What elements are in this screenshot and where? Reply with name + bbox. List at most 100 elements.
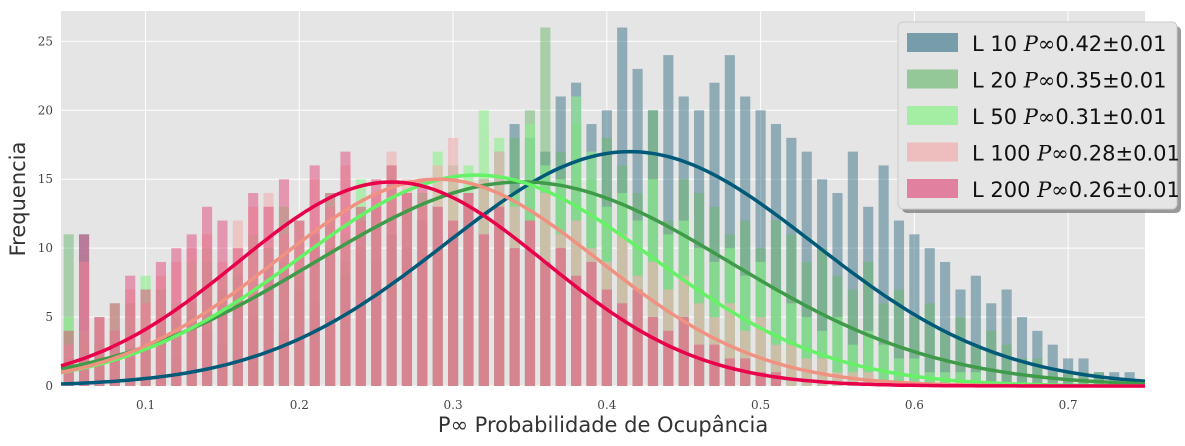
histogram-bar xyxy=(1001,344,1012,386)
y-tick-label: 15 xyxy=(38,172,53,186)
y-tick-label: 0 xyxy=(45,379,53,393)
legend-label: L 20 P∞0.35±0.01 xyxy=(972,69,1167,93)
histogram-bar xyxy=(78,234,90,386)
histogram-bar xyxy=(401,192,413,386)
x-tick-label: 0.2 xyxy=(290,398,309,412)
histogram-bar xyxy=(955,372,966,386)
histogram-bar xyxy=(770,372,782,386)
histogram-bar xyxy=(1093,372,1104,386)
histogram-bar xyxy=(140,289,151,386)
histogram-bar xyxy=(893,289,905,386)
legend-label: L 200 P∞0.26±0.01 xyxy=(972,178,1180,202)
histogram-bar xyxy=(724,358,735,386)
legend-swatch xyxy=(907,106,958,125)
histogram-bar xyxy=(709,344,720,386)
legend-entry: L 20 P∞0.35±0.01 xyxy=(907,69,1167,93)
histogram-bar xyxy=(832,317,843,386)
histogram-bar xyxy=(325,192,336,386)
histogram-bar xyxy=(371,179,382,386)
histogram-bar xyxy=(340,151,351,386)
histogram-bar xyxy=(940,261,951,386)
y-tick-label: 10 xyxy=(38,241,53,255)
legend-series-name: L 10 xyxy=(972,32,1024,56)
histogram-bar xyxy=(817,248,828,386)
fit-curve xyxy=(60,180,1145,388)
histogram-bar xyxy=(432,206,443,386)
histogram-bar xyxy=(1001,289,1012,386)
legend-value: 0.35±0.01 xyxy=(1055,69,1166,93)
histogram-bar xyxy=(632,289,643,386)
histogram-bar xyxy=(571,275,582,386)
histogram-bar xyxy=(63,234,74,386)
histogram-bar xyxy=(755,317,766,386)
x-tick-label: 0.5 xyxy=(751,398,770,412)
histogram-bar xyxy=(832,372,843,386)
histogram-bar xyxy=(601,289,612,386)
histogram-bar xyxy=(448,220,459,386)
histogram-bar xyxy=(555,248,566,386)
legend-items: L 10 P∞0.42±0.01L 20 P∞0.35±0.01L 50 P∞0… xyxy=(907,32,1180,202)
histogram-bar xyxy=(417,179,428,386)
y-axis-ticks: 0 5 10 15 20 25 xyxy=(38,34,53,393)
histogram-bar xyxy=(586,261,597,386)
histogram-bar xyxy=(986,330,997,386)
histogram-bar xyxy=(1016,358,1028,386)
histogram-bar xyxy=(909,358,920,386)
legend-series-name: L 200 xyxy=(972,178,1037,202)
histogram-bar xyxy=(863,261,874,386)
histogram-bar xyxy=(540,261,551,386)
legend-value: 0.42±0.01 xyxy=(1055,32,1166,56)
legend-symbol: P∞ xyxy=(1023,105,1056,129)
histogram-bar xyxy=(1032,330,1043,386)
legend-entry: L 200 P∞0.26±0.01 xyxy=(907,178,1180,202)
histogram-bar xyxy=(647,317,659,386)
y-axis-label: Frequencia xyxy=(6,142,30,257)
histogram-bar xyxy=(355,206,366,386)
legend-value: 0.31±0.01 xyxy=(1055,105,1166,129)
histogram-bar xyxy=(309,165,320,386)
histogram-bar xyxy=(509,248,520,386)
histogram-bar xyxy=(463,192,474,386)
legend-label: L 100 P∞0.28±0.01 xyxy=(972,142,1180,166)
fit-curves xyxy=(60,149,1146,388)
histogram-bar xyxy=(63,330,74,386)
histogram-bar xyxy=(171,248,182,386)
fit-curve xyxy=(60,149,1146,386)
histogram-bar xyxy=(186,234,197,386)
histogram-bar xyxy=(217,220,228,386)
y-tick-label: 25 xyxy=(38,34,53,48)
histogram-bar xyxy=(232,248,243,386)
histogram-bar xyxy=(740,330,751,386)
histogram-bar xyxy=(770,344,782,386)
histogram-bar xyxy=(801,317,812,386)
legend-series-name: L 20 xyxy=(972,69,1024,93)
histogram-bar xyxy=(909,234,920,386)
legend-label: L 50 P∞0.31±0.01 xyxy=(972,105,1167,129)
histogram-bar xyxy=(755,372,766,386)
histogram-bar xyxy=(155,261,167,386)
legend: L 10 P∞0.42±0.01L 20 P∞0.35±0.01L 50 P∞0… xyxy=(897,21,1181,213)
histogram-bar xyxy=(940,330,951,386)
histogram-bar xyxy=(278,179,290,386)
legend-swatch xyxy=(907,33,958,52)
legend-box xyxy=(897,21,1178,210)
histogram-bar xyxy=(970,344,981,386)
histogram-bar xyxy=(847,289,858,386)
legend-value: 0.26±0.01 xyxy=(1069,178,1180,202)
histogram-bar xyxy=(924,303,935,386)
legend-series-name: L 100 xyxy=(972,142,1037,166)
histogram-bar xyxy=(294,220,305,386)
legend-label: L 10 P∞0.42±0.01 xyxy=(972,32,1167,56)
histogram-bar xyxy=(955,317,966,386)
histogram-bar xyxy=(786,344,797,386)
fit-curve xyxy=(60,173,1145,388)
legend-entry: L 100 P∞0.28±0.01 xyxy=(907,142,1180,166)
legend-entry: L 10 P∞0.42±0.01 xyxy=(907,32,1167,56)
legend-swatch xyxy=(907,179,958,198)
legend-symbol: P∞ xyxy=(1023,69,1056,93)
histogram-bar xyxy=(970,275,981,386)
histogram-bar xyxy=(1047,344,1058,386)
x-axis-ticks: 0.1 0.2 0.3 0.4 0.5 0.6 0.7 xyxy=(136,398,1078,412)
histogram-bar xyxy=(847,151,858,386)
